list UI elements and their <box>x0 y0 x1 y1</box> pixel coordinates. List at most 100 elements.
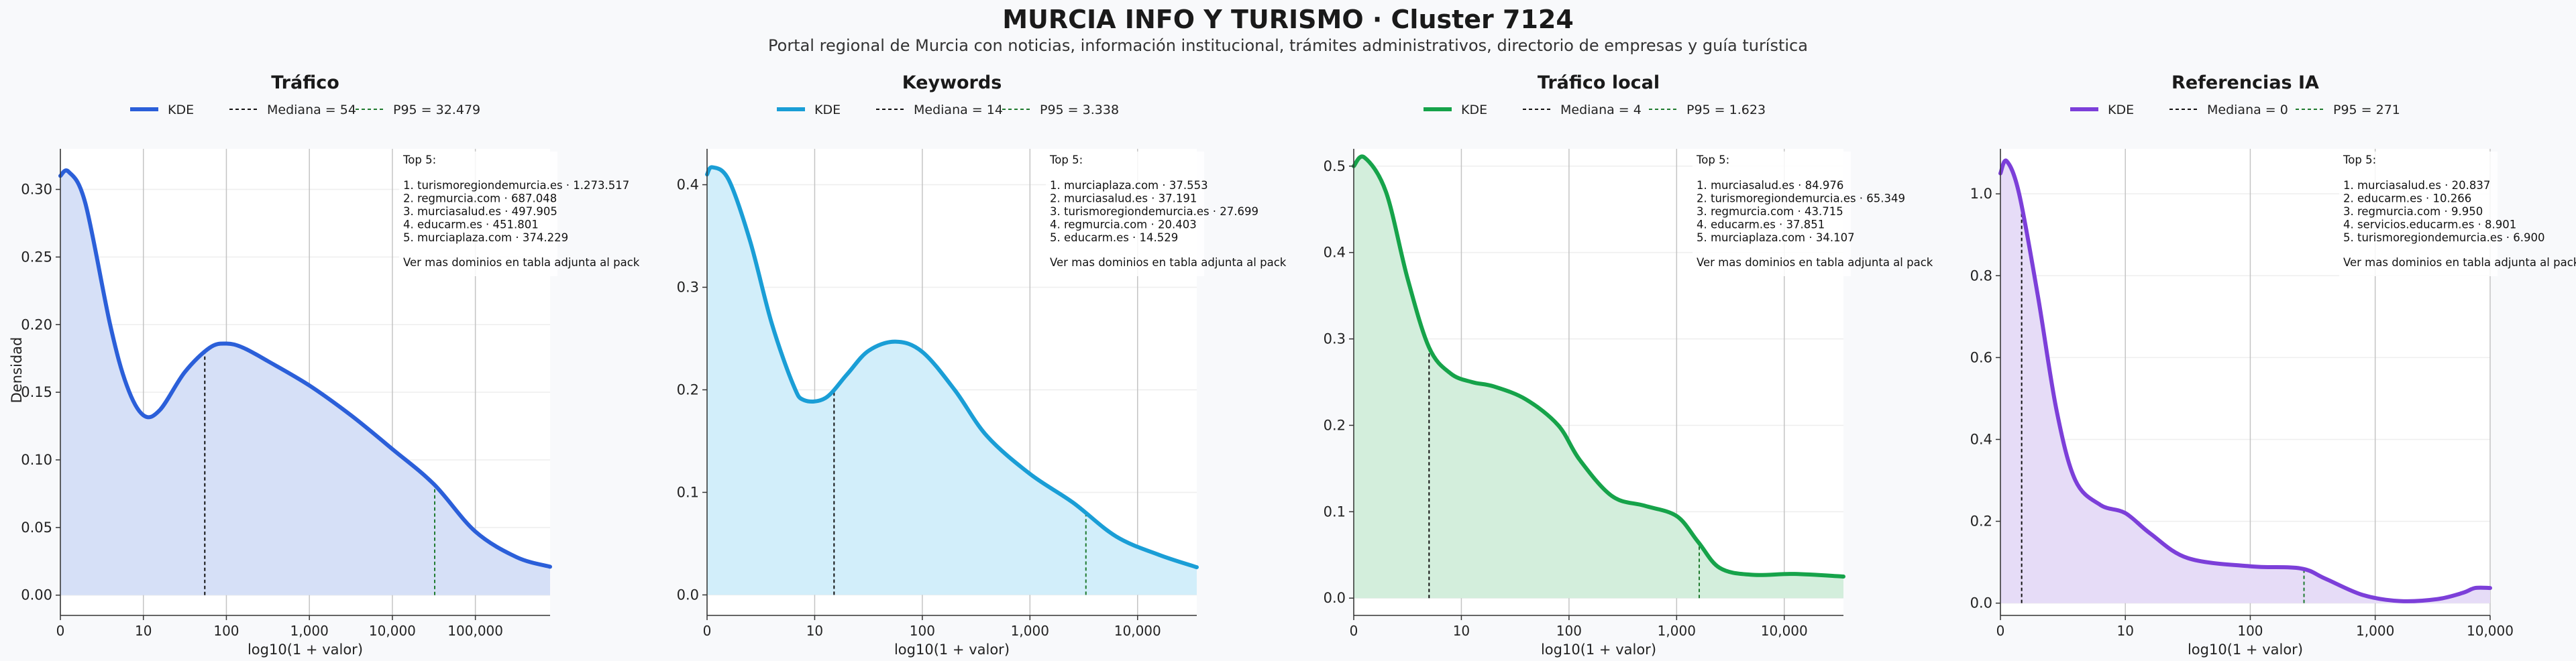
y-tick-label: 0.1 <box>677 484 699 500</box>
legend-kde-label: KDE <box>168 103 194 117</box>
figure-subtitle: Portal regional de Murcia con noticias, … <box>768 36 1808 55</box>
y-tick-label: 0.20 <box>21 316 52 333</box>
x-axis-label: log10(1 + valor) <box>248 642 363 658</box>
y-tick-label: 0.4 <box>677 177 699 193</box>
top5-item: 4. servicios.educarm.es · 8.901 <box>2343 219 2516 231</box>
y-tick-label: 0.2 <box>677 381 699 398</box>
top5-background <box>2339 152 2498 276</box>
kde-line <box>58 168 552 569</box>
x-tick-label: 10,000 <box>1114 623 1161 639</box>
legend-kde-label: KDE <box>814 103 841 117</box>
legend: KDE Mediana = 14 P95 = 3.338 <box>777 103 1119 117</box>
kde-area <box>2000 160 2490 603</box>
top5-item: 3. regmurcia.com · 9.950 <box>2343 205 2483 218</box>
y-tick-label: 0.4 <box>1970 431 1992 447</box>
x-tick-label: 0 <box>1996 623 2005 639</box>
top5-item: 1. murciasalud.es · 20.837 <box>2343 179 2490 192</box>
top5-footnote: Ver mas dominios en tabla adjunta al pac… <box>1697 256 1933 269</box>
panel-title: Keywords <box>902 72 1002 93</box>
y-tick-label: 0.15 <box>21 384 52 400</box>
y-tick-label: 0.0 <box>1970 595 1992 611</box>
top5-item: 1. murciaplaza.com · 37.553 <box>1050 179 1208 192</box>
y-tick-label: 0.3 <box>1324 331 1346 347</box>
kde-area <box>60 170 550 595</box>
y-tick-label: 0.8 <box>1970 267 1992 284</box>
kde-line <box>1352 154 1845 579</box>
legend: KDE Mediana = 4 P95 = 1.623 <box>1424 103 1766 117</box>
x-axis-label: log10(1 + valor) <box>2188 642 2303 658</box>
y-axis-label: Densidad <box>9 337 25 404</box>
x-tick-label: 10,000 <box>1761 623 1808 639</box>
top5-footnote: Ver mas dominios en tabla adjunta al pac… <box>2343 256 2576 269</box>
top5-header: Top 5: <box>2343 154 2376 166</box>
top5-item: 4. regmurcia.com · 20.403 <box>1050 219 1197 231</box>
x-tick-label: 0 <box>1350 623 1358 639</box>
top5-item: 4. educarm.es · 37.851 <box>1697 219 1825 231</box>
top5-item: 3. murciasalud.es · 497.905 <box>403 205 557 218</box>
y-tick-label: 0.5 <box>1324 158 1346 174</box>
kde-line <box>1998 158 2492 603</box>
top5-item: 5. turismoregiondemurcia.es · 6.900 <box>2343 231 2545 244</box>
legend: KDE Mediana = 0 P95 = 271 <box>2070 103 2400 117</box>
y-tick-label: 0.3 <box>677 280 699 296</box>
chart-panel-1: Keywords KDE Mediana = 14 P95 = 3.338 0.0 0.1… <box>677 72 1287 658</box>
panel-title: Referencias IA <box>2171 72 2319 93</box>
y-tick-label: 0.4 <box>1324 245 1346 261</box>
top5-item: 2. educarm.es · 10.266 <box>2343 192 2471 205</box>
x-tick-label: 1,000 <box>2356 623 2394 639</box>
y-tick-label: 0.10 <box>21 452 52 468</box>
legend-median-label: Mediana = 4 <box>1560 103 1642 117</box>
panel-title: Tráfico local <box>1538 72 1660 93</box>
legend-median-label: Mediana = 54 <box>267 103 356 117</box>
top5-item: 2. murciasalud.es · 37.191 <box>1050 192 1197 205</box>
x-tick-label: 10 <box>2116 623 2133 639</box>
x-tick-label: 100 <box>910 623 935 639</box>
top5-background <box>399 152 557 276</box>
legend-p95-label: P95 = 271 <box>2333 103 2400 117</box>
legend-p95-label: P95 = 32.479 <box>393 103 480 117</box>
top5-item: 1. murciasalud.es · 84.976 <box>1697 179 1843 192</box>
top5-item: 3. regmurcia.com · 43.715 <box>1697 205 1843 218</box>
x-tick-label: 1,000 <box>1658 623 1696 639</box>
top5-item: 4. educarm.es · 451.801 <box>403 219 539 231</box>
top5-item: 5. murciaplaza.com · 374.229 <box>403 231 568 244</box>
top5-background <box>1693 152 1851 276</box>
legend-median-label: Mediana = 14 <box>914 103 1003 117</box>
top5-item: 1. turismoregiondemurcia.es · 1.273.517 <box>403 179 629 192</box>
y-tick-label: 1.0 <box>1970 186 1992 202</box>
y-tick-label: 0.05 <box>21 520 52 536</box>
x-tick-label: 0 <box>703 623 712 639</box>
legend-p95-label: P95 = 1.623 <box>1686 103 1766 117</box>
y-tick-label: 0.25 <box>21 249 52 265</box>
top5-header: Top 5: <box>1049 154 1083 166</box>
chart-panel-2: Tráfico local KDE Mediana = 4 P95 = 1.623 0.… <box>1324 72 1933 658</box>
top5-item: 3. turismoregiondemurcia.es · 27.699 <box>1050 205 1258 218</box>
y-tick-label: 0.00 <box>21 587 52 603</box>
top5-header: Top 5: <box>402 154 436 166</box>
x-tick-label: 100 <box>2237 623 2263 639</box>
legend-kde-label: KDE <box>2108 103 2134 117</box>
x-tick-label: 10 <box>1453 623 1470 639</box>
y-tick-label: 0.30 <box>21 182 52 198</box>
x-tick-label: 1,000 <box>1011 623 1049 639</box>
top5-item: 2. turismoregiondemurcia.es · 65.349 <box>1697 192 1905 205</box>
x-tick-label: 10 <box>806 623 823 639</box>
x-tick-label: 100,000 <box>447 623 503 639</box>
legend: KDE Mediana = 54 P95 = 32.479 <box>130 103 480 117</box>
y-tick-label: 0.0 <box>677 587 699 603</box>
top5-footnote: Ver mas dominios en tabla adjunta al pac… <box>1050 256 1287 269</box>
x-tick-label: 0 <box>56 623 65 639</box>
x-tick-label: 10,000 <box>369 623 416 639</box>
top5-header: Top 5: <box>1696 154 1729 166</box>
x-axis-label: log10(1 + valor) <box>1541 642 1656 658</box>
x-tick-label: 1,000 <box>290 623 329 639</box>
top5-item: 2. regmurcia.com · 687.048 <box>403 192 557 205</box>
panel-title: Tráfico <box>271 72 339 93</box>
x-tick-label: 10 <box>135 623 152 639</box>
top5-background <box>1046 152 1204 276</box>
y-tick-label: 0.2 <box>1324 417 1346 433</box>
